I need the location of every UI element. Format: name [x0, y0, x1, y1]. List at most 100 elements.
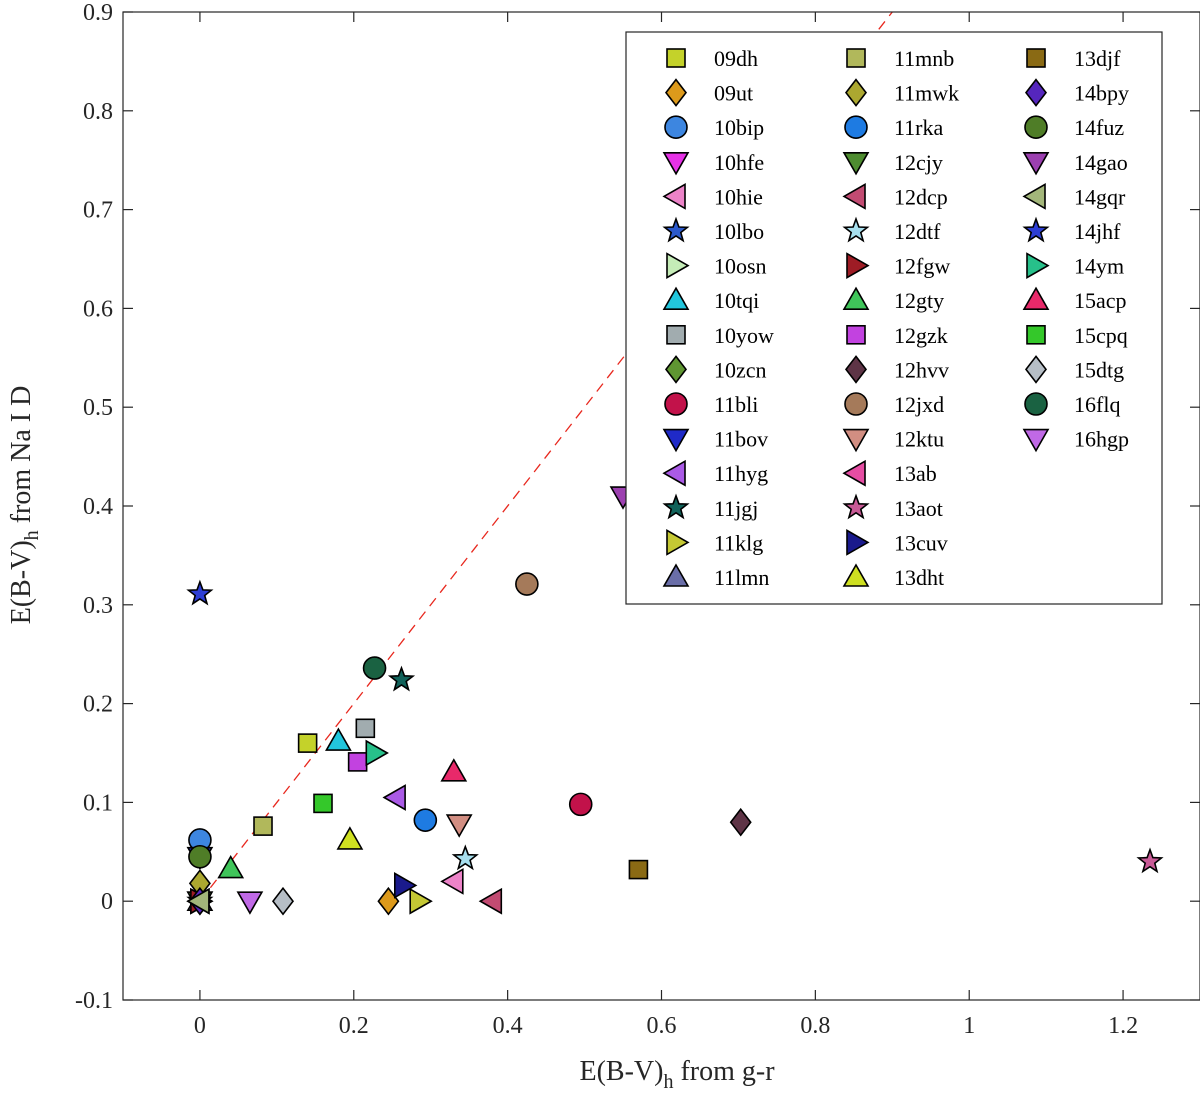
data-point-11mnb: [253, 816, 273, 836]
legend-label-12dcp: 12dcp: [894, 184, 948, 209]
data-point-14ym: [365, 739, 389, 767]
legend-label-13djf: 13djf: [1074, 46, 1121, 71]
legend-label-11lmn: 11lmn: [714, 565, 769, 590]
legend-marker-14fuz: [1024, 115, 1048, 139]
legend-marker-13djf: [1026, 48, 1046, 68]
y-tick-label: 0.4: [83, 494, 113, 520]
legend-marker-10tqi: [662, 286, 690, 311]
legend-marker-10zcn: [664, 355, 688, 384]
legend-marker-09ut: [664, 78, 688, 107]
data-point-10yow: [355, 718, 376, 739]
legend-label-11hyg: 11hyg: [714, 461, 768, 486]
legend-marker-11klg: [666, 529, 690, 556]
legend-label-09dh: 09dh: [714, 46, 758, 71]
x-tick-label: 0.8: [800, 1013, 830, 1039]
x-axis-title-main: E(B-V): [579, 1056, 663, 1087]
legend-label-10osn: 10osn: [714, 254, 767, 279]
data-point-12gzk: [347, 752, 368, 772]
legend-marker-11mwk: [844, 78, 868, 107]
legend-marker-14gqr: [1022, 183, 1046, 210]
legend-marker-14ym: [1026, 252, 1050, 279]
x-tick-label: 0.4: [493, 1013, 523, 1039]
legend-marker-15cpq: [1026, 324, 1046, 345]
legend-label-10zcn: 10zcn: [714, 357, 767, 382]
legend-label-10yow: 10yow: [714, 323, 774, 348]
legend-label-12ktu: 12ktu: [894, 427, 944, 452]
data-point-11bli: [568, 792, 593, 817]
legend-label-10bip: 10bip: [714, 115, 764, 140]
legend-marker-10lbo: [662, 216, 690, 243]
data-point-12jxd: [515, 572, 539, 596]
y-tick-label: 0.2: [83, 692, 113, 718]
x-tick-label: 0: [194, 1013, 206, 1039]
y-tick-label: -0.1: [75, 988, 113, 1014]
data-point-09dh: [297, 733, 318, 753]
data-point-13aot: [1136, 847, 1164, 874]
legend-marker-11hyg: [662, 459, 686, 487]
y-tick-label: 0.8: [83, 99, 113, 125]
data-point-12dcp: [478, 887, 503, 915]
legend-label-12fgw: 12fgw: [894, 254, 950, 279]
legend-label-13dht: 13dht: [894, 565, 944, 590]
legend-label-11mwk: 11mwk: [894, 81, 959, 106]
data-point-13cuv: [393, 872, 418, 899]
legend-marker-11rka: [844, 115, 868, 139]
y-tick-label: 0.6: [83, 296, 113, 322]
legend-label-15dtg: 15dtg: [1074, 357, 1124, 382]
data-point-12ktu: [445, 814, 473, 838]
y-axis-title: E(B-V)h from Na I D: [6, 386, 43, 625]
y-tick-label: 0.3: [83, 593, 113, 619]
legend-label-12gzk: 12gzk: [894, 323, 948, 348]
legend-marker-12fgw: [846, 252, 870, 279]
data-point-13dht: [336, 826, 364, 850]
legend-marker-13aot: [842, 493, 870, 520]
data-point-12hvv: [729, 807, 752, 837]
legend-label-13aot: 13aot: [894, 496, 943, 521]
y-axis-title-main: E(B-V): [6, 540, 37, 624]
data-point-15dtg: [271, 886, 295, 916]
legend-marker-15dtg: [1024, 355, 1048, 384]
data-point-15cpq: [313, 793, 333, 814]
data-point-11rka: [413, 808, 438, 832]
legend-label-14jhf: 14jhf: [1074, 219, 1121, 244]
legend-marker-12gzk: [846, 324, 866, 345]
legend-marker-12hvv: [844, 355, 868, 384]
x-axis-title: E(B-V)h from g-r: [579, 1056, 775, 1093]
legend-marker-15acp: [1022, 286, 1050, 311]
data-point-11hyg: [382, 784, 406, 811]
data-point-13djf: [628, 859, 649, 880]
data-layer: [186, 12, 1164, 916]
legend-marker-14bpy: [1024, 78, 1048, 107]
legend-marker-10hfe: [662, 152, 690, 176]
legend-marker-10hie: [662, 183, 686, 210]
legend-marker-10yow: [666, 324, 686, 345]
x-tick-label: 1: [963, 1013, 975, 1039]
legend-marker-10osn: [666, 252, 690, 279]
data-point-14jhf: [186, 579, 214, 606]
legend-label-11bli: 11bli: [714, 392, 758, 417]
data-point-12dtf: [451, 844, 479, 871]
legend-marker-16flq: [1024, 392, 1048, 416]
data-point-14gqr: [186, 887, 210, 915]
legend-label-11bov: 11bov: [714, 427, 768, 452]
legend-label-15acp: 15acp: [1074, 288, 1127, 313]
legend-marker-11mnb: [846, 48, 866, 68]
legend-marker-14jhf: [1022, 216, 1050, 243]
legend-marker-13dht: [842, 563, 870, 587]
legend-label-11jgj: 11jgj: [714, 496, 758, 521]
legend-label-12jxd: 12jxd: [894, 392, 944, 417]
legend-label-12dtf: 12dtf: [894, 219, 941, 244]
legend-marker-12jxd: [844, 392, 868, 416]
legend: 09dh 09ut 10bip 10hfe 10hie 10lbo 10osn 10tqi 10…: [625, 31, 1163, 605]
legend-label-10tqi: 10tqi: [714, 288, 759, 313]
legend-marker-11bov: [662, 428, 690, 453]
legend-marker-13cuv: [846, 529, 870, 556]
legend-marker-12cjy: [842, 152, 870, 176]
legend-marker-12gty: [842, 286, 870, 311]
legend-label-09ut: 09ut: [714, 81, 753, 106]
y-tick-label: 0.1: [83, 790, 113, 816]
legend-marker-16hgp: [1022, 428, 1050, 453]
y-tick-label: 0.5: [83, 395, 113, 421]
legend-label-14bpy: 14bpy: [1074, 81, 1129, 106]
legend-label-14gao: 14gao: [1074, 150, 1128, 175]
